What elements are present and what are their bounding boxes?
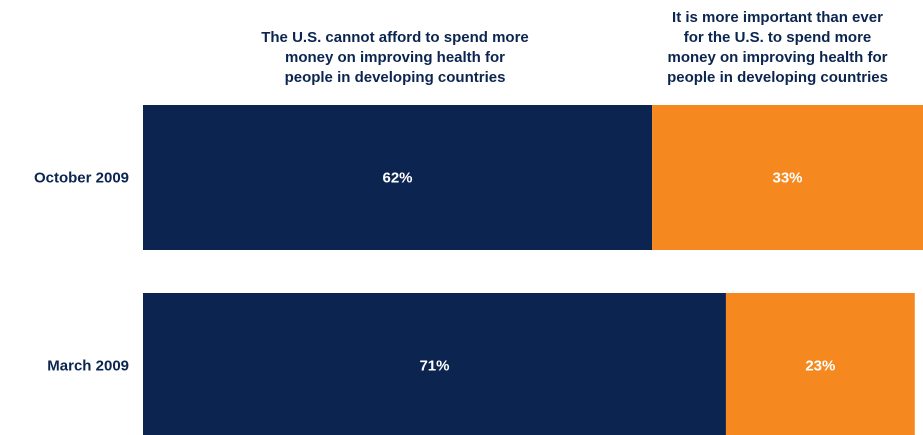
category-label-october-2009: October 2009 [34, 170, 129, 187]
value-label-march-2009-series-0: 71% [419, 358, 449, 375]
bar-october-2009-series-1 [652, 105, 923, 250]
value-label-october-2009-series-1: 33% [773, 170, 803, 187]
category-label-march-2009: March 2009 [47, 358, 129, 375]
bar-march-2009-series-1 [725, 293, 915, 435]
series-header-cannot-afford: The U.S. cannot afford to spend more mon… [261, 29, 529, 86]
value-label-march-2009-series-1: 23% [805, 358, 835, 375]
series-header-more-important: It is more important than ever for the U… [667, 9, 888, 86]
value-label-october-2009-series-0: 62% [383, 170, 413, 187]
bar-october-2009-series-0 [143, 105, 653, 250]
bar-march-2009-series-0 [143, 293, 726, 435]
